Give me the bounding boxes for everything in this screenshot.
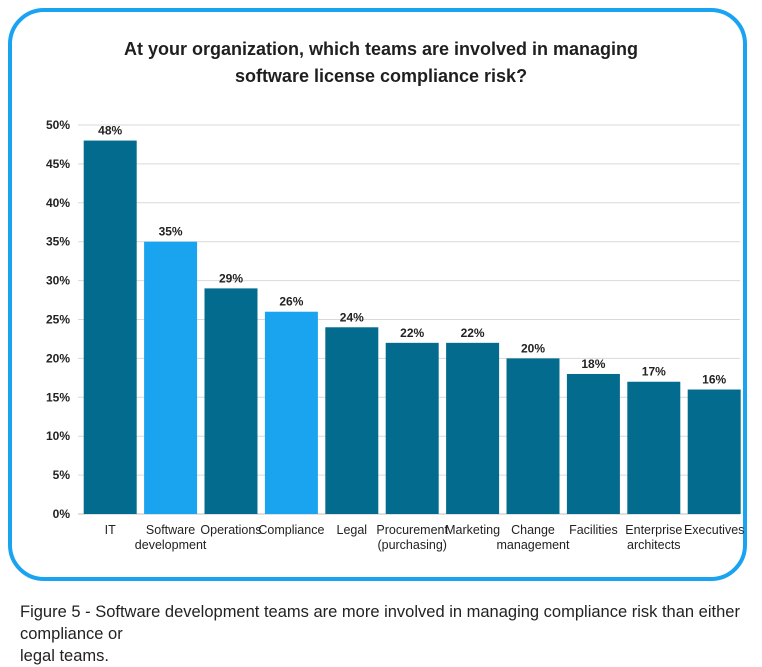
chart-title-line-1: At your organization, which teams are in…	[123, 39, 639, 59]
y-tick-label: 15%	[46, 390, 70, 404]
value-label: 35%	[159, 225, 183, 239]
x-tick-label: IT	[105, 523, 116, 537]
x-tick-label: Change	[511, 523, 555, 537]
x-tick-label: Procurement	[376, 523, 448, 537]
x-tick-label: Executives	[684, 523, 744, 537]
chart-title-line-2: software license compliance risk?	[234, 66, 528, 86]
y-axis-tick-labels: 0% 5% 10% 15% 20% 25% 30% 35% 40% 45% 50%	[46, 118, 70, 521]
y-tick-label: 0%	[53, 507, 71, 521]
value-label: 29%	[219, 271, 243, 285]
bar	[83, 140, 137, 514]
x-tick-label: Legal	[337, 523, 368, 537]
x-tick-label: management	[497, 538, 570, 552]
x-tick-label: development	[135, 538, 207, 552]
bar	[627, 381, 681, 514]
x-tick-label: Compliance	[258, 523, 324, 537]
bar	[204, 288, 258, 514]
figure-caption-line-1: Figure 5 - Software development teams ar…	[20, 603, 740, 643]
bar	[506, 358, 560, 514]
bars	[83, 140, 741, 514]
y-tick-label: 10%	[46, 429, 70, 443]
x-tick-label: architects	[627, 538, 681, 552]
value-label: 24%	[340, 310, 364, 324]
x-tick-label: Operations	[200, 523, 261, 537]
y-tick-label: 40%	[46, 196, 70, 210]
value-label: 48%	[98, 124, 122, 138]
x-tick-label: Software	[146, 523, 195, 537]
y-tick-label: 25%	[46, 313, 70, 327]
bar-chart: 0% 5% 10% 15% 20% 25% 30% 35% 40% 45% 50% 48% 35% 29…	[46, 118, 745, 552]
chart-title: At your organization, which teams are in…	[0, 36, 762, 90]
value-labels: 48% 35% 29% 26% 24% 22% 22% 20% 18% 17% 16%	[98, 124, 726, 387]
value-label: 17%	[642, 365, 666, 379]
bar	[385, 342, 439, 514]
value-label: 16%	[702, 373, 726, 387]
y-tick-label: 20%	[46, 351, 70, 365]
y-tick-label: 5%	[53, 468, 71, 482]
value-label: 22%	[400, 326, 424, 340]
bar	[264, 311, 318, 514]
x-tick-label: (purchasing)	[377, 538, 446, 552]
value-label: 22%	[461, 326, 485, 340]
figure-caption: Figure 5 - Software development teams ar…	[20, 601, 750, 667]
y-tick-label: 30%	[46, 274, 70, 288]
y-tick-label: 35%	[46, 235, 70, 249]
value-label: 20%	[521, 341, 545, 355]
y-tick-label: 45%	[46, 157, 70, 171]
x-tick-label: Facilities	[569, 523, 618, 537]
bar	[446, 342, 500, 514]
bar	[566, 373, 620, 514]
value-label: 18%	[581, 357, 605, 371]
x-axis-category-labels: IT SoftwaredevelopmentOperationsComplianc…	[105, 523, 745, 552]
value-label: 26%	[279, 295, 303, 309]
bar	[325, 327, 379, 514]
y-tick-label: 50%	[46, 118, 70, 132]
bar	[687, 389, 741, 514]
figure-caption-line-2: legal teams.	[20, 647, 109, 665]
x-tick-label: Enterprise	[625, 523, 682, 537]
x-tick-label: Marketing	[445, 523, 500, 537]
bar	[144, 241, 198, 514]
